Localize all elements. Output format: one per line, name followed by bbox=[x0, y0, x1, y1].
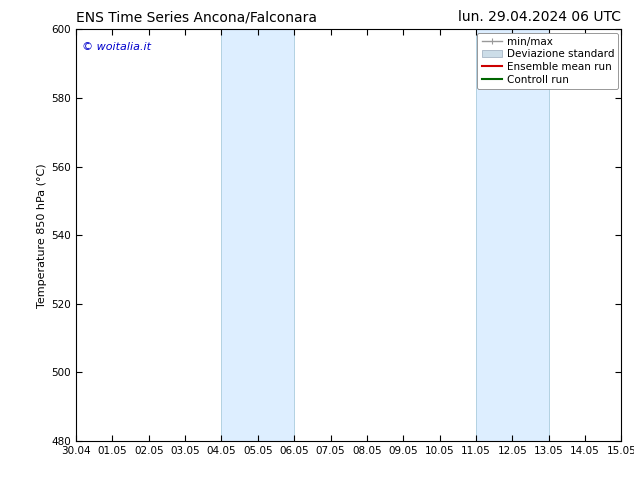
Legend: min/max, Deviazione standard, Ensemble mean run, Controll run: min/max, Deviazione standard, Ensemble m… bbox=[477, 32, 618, 89]
Y-axis label: Temperature 850 hPa (°C): Temperature 850 hPa (°C) bbox=[37, 163, 48, 308]
Text: lun. 29.04.2024 06 UTC: lun. 29.04.2024 06 UTC bbox=[458, 10, 621, 24]
Text: © woitalia.it: © woitalia.it bbox=[82, 42, 150, 52]
Bar bbox=[221, 29, 294, 441]
Text: ENS Time Series Ancona/Falconara: ENS Time Series Ancona/Falconara bbox=[76, 10, 317, 24]
Bar bbox=[476, 29, 548, 441]
